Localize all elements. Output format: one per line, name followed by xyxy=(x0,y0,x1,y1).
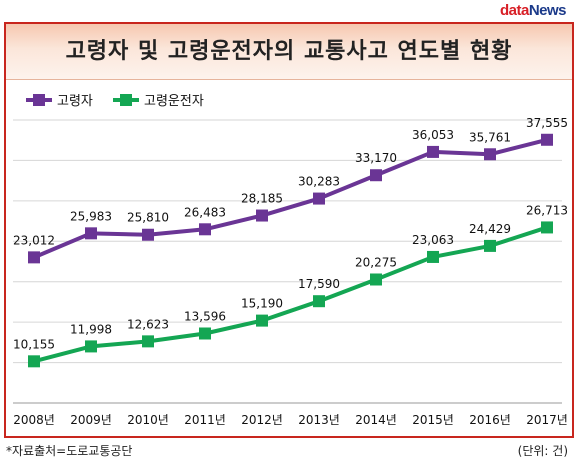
data-point xyxy=(142,228,154,241)
x-tick-label: 2012년 xyxy=(241,413,283,427)
legend-label: 고령자 xyxy=(57,94,93,109)
data-point xyxy=(427,145,439,158)
x-tick-label: 2009년 xyxy=(70,413,112,427)
x-tick-label: 2013년 xyxy=(298,413,340,427)
data-point xyxy=(370,169,382,182)
datanews-logo: dataNews xyxy=(499,2,567,19)
data-label: 37,555 xyxy=(526,116,568,130)
data-label: 11,998 xyxy=(70,322,112,336)
data-point xyxy=(85,340,97,353)
data-point xyxy=(484,239,496,252)
legend-marker xyxy=(120,94,132,106)
series-line-1 xyxy=(33,137,548,260)
source-footnote: *자료출처=도로교통공단 xyxy=(6,444,133,458)
data-label: 28,185 xyxy=(241,192,283,206)
legend-label: 고령운전자 xyxy=(144,94,204,109)
x-tick-label: 2016년 xyxy=(469,413,511,427)
data-point xyxy=(370,273,382,286)
x-tick-label: 2008년 xyxy=(13,413,55,427)
data-point xyxy=(28,251,40,264)
x-tick-label: 2011년 xyxy=(184,413,226,427)
data-label: 17,590 xyxy=(298,277,340,291)
data-point xyxy=(28,355,40,368)
legend-marker xyxy=(33,94,45,106)
data-point xyxy=(199,223,211,236)
x-tick-label: 2014년 xyxy=(355,413,397,427)
data-label: 35,761 xyxy=(469,130,511,144)
data-label: 26,713 xyxy=(526,203,568,217)
data-point xyxy=(484,148,496,161)
data-point xyxy=(541,221,553,234)
data-point xyxy=(256,314,268,327)
data-label: 13,596 xyxy=(184,309,226,323)
line-chart: 2008년 2009년 2010년 2011년 2012년 2013년 2014년 2015년… xyxy=(13,94,568,427)
data-point xyxy=(142,335,154,348)
x-tick-label: 2015년 xyxy=(412,413,454,427)
data-point xyxy=(199,327,211,340)
data-label: 33,170 xyxy=(355,151,397,165)
unit-label: (단위: 건) xyxy=(517,444,568,458)
x-tick-label: 2010년 xyxy=(127,413,169,427)
data-label: 12,623 xyxy=(127,317,169,331)
data-point xyxy=(313,192,325,205)
data-point xyxy=(85,227,97,240)
data-point xyxy=(256,209,268,222)
x-tick-label: 2017년 xyxy=(526,413,568,427)
data-label: 25,810 xyxy=(127,211,169,225)
data-point xyxy=(541,133,553,146)
chart-title: 고령자 및 고령운전자의 교통사고 연도별 현황 xyxy=(6,24,572,80)
data-label: 24,429 xyxy=(469,222,511,236)
data-label: 23,012 xyxy=(13,233,55,247)
data-point xyxy=(313,295,325,308)
data-label: 15,190 xyxy=(241,297,283,311)
data-label: 36,053 xyxy=(412,128,454,142)
data-label: 23,063 xyxy=(412,233,454,247)
chart-frame: 고령자 및 고령운전자의 교통사고 연도별 현황 xyxy=(4,22,574,438)
data-label: 20,275 xyxy=(355,255,397,269)
data-point xyxy=(427,250,439,263)
series-line-2 xyxy=(33,225,548,364)
data-label: 25,983 xyxy=(70,209,112,223)
data-label: 10,155 xyxy=(13,337,55,351)
data-label: 30,283 xyxy=(298,175,340,189)
data-label: 26,483 xyxy=(184,205,226,219)
